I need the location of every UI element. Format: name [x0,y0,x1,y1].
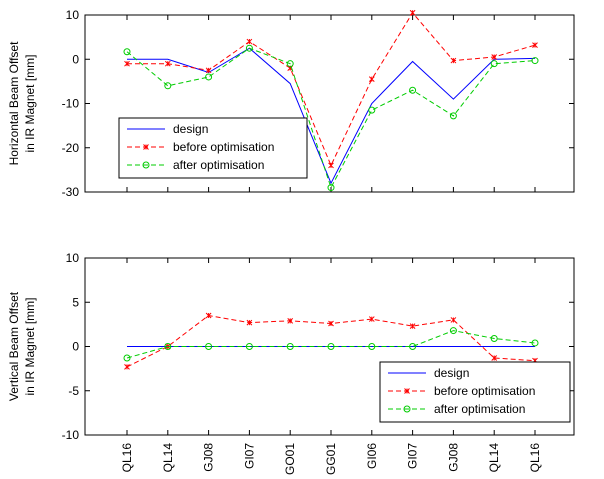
legend-label: after optimisation [173,158,264,172]
x-tick-label: GI07 [242,443,256,469]
data-point-after [531,339,539,347]
series-line-after-optimisation [126,47,536,189]
horizontal-offset-panel: -30 -20 -10 0 10 Horizontal Beam Offset in IR … [7,8,575,199]
legend-marker [142,161,150,169]
data-point-before [328,320,334,327]
data-point-before [287,317,294,324]
x-tick-label: GJ08 [446,443,460,472]
data-point-after [123,48,131,56]
data-point-after [409,343,417,350]
y-tick-label: -5 [68,384,79,398]
legend-label: after optimisation [434,402,525,416]
vertical-offset-panel: -10 -5 0 5 10 QL16 QL14 GJ08 GI07 GO01 GG01 GI06 GI0… [7,251,575,475]
data-point-after [449,112,457,120]
y-axis-label: Vertical Beam Offset [7,291,21,401]
data-point-after [245,343,253,350]
data-point-before [409,323,416,329]
y-axis-label: Horizontal Beam Offset [7,41,21,165]
data-point-before [450,317,457,323]
data-point-before [164,60,171,67]
data-point-before [124,60,130,67]
data-point-after [205,343,213,350]
y-tick-label: -20 [62,141,80,155]
x-tick-label: GO01 [283,443,297,475]
data-point-after [531,57,539,65]
data-point-before [368,316,375,322]
x-tick-label: GJ08 [202,443,216,472]
legend-label: before optimisation [173,140,274,154]
series-line-after-optimisation [126,330,536,359]
y-tick-label: 0 [72,340,79,354]
legend-label: design [434,366,469,380]
y-tick-label: 10 [66,8,80,22]
x-tick-label: QL16 [120,443,134,473]
data-point-after [286,60,294,68]
y-tick-label: 10 [66,251,80,265]
legend-marker [404,388,410,394]
y-tick-label: -10 [62,97,80,111]
y-tick-label: -30 [62,185,80,199]
data-point-before [491,355,498,361]
data-point-after [286,343,294,350]
legend-label: design [173,122,208,136]
legend-box [118,117,308,179]
data-point-before [246,319,253,326]
data-point-before [124,364,130,370]
data-point-after [123,354,131,362]
data-point-before [368,76,375,83]
data-point-after [490,335,498,343]
data-point-before [532,42,538,48]
legend-marker [143,144,149,150]
x-tick-label: QL14 [487,443,501,473]
y-axis-label: in IR Magnet [mm] [23,297,37,395]
series-line-before-optimisation [127,11,536,167]
data-point-before [450,57,457,64]
data-point-after [449,327,457,335]
x-tick-label: GG01 [324,443,338,475]
data-point-before [328,162,334,169]
data-point-after [327,343,335,350]
y-tick-label: 5 [72,295,79,309]
data-point-before [409,9,416,16]
data-point-after [368,343,376,350]
legend-marker [403,405,411,413]
data-point-after [409,86,417,94]
data-point-after [164,343,172,350]
x-tick-label: QL16 [528,443,542,473]
data-point-before [246,38,253,45]
data-point-after [327,184,335,192]
data-point-after [368,106,376,114]
x-tick-label: GI07 [406,443,420,469]
data-point-before [491,54,498,60]
data-point-after [164,82,172,90]
y-tick-label: -10 [62,428,80,442]
legend-label: before optimisation [434,384,535,398]
data-point-before [205,312,212,319]
legend-box [379,361,571,423]
data-point-after [245,44,253,52]
x-tick-label: GI06 [365,443,379,469]
y-tick-label: 0 [72,52,79,66]
data-point-after [205,73,213,81]
x-tick-label: QL14 [161,443,175,473]
data-point-before [205,67,212,74]
y-axis-label: in IR Magnet [mm] [23,54,37,152]
data-point-after [490,60,498,68]
